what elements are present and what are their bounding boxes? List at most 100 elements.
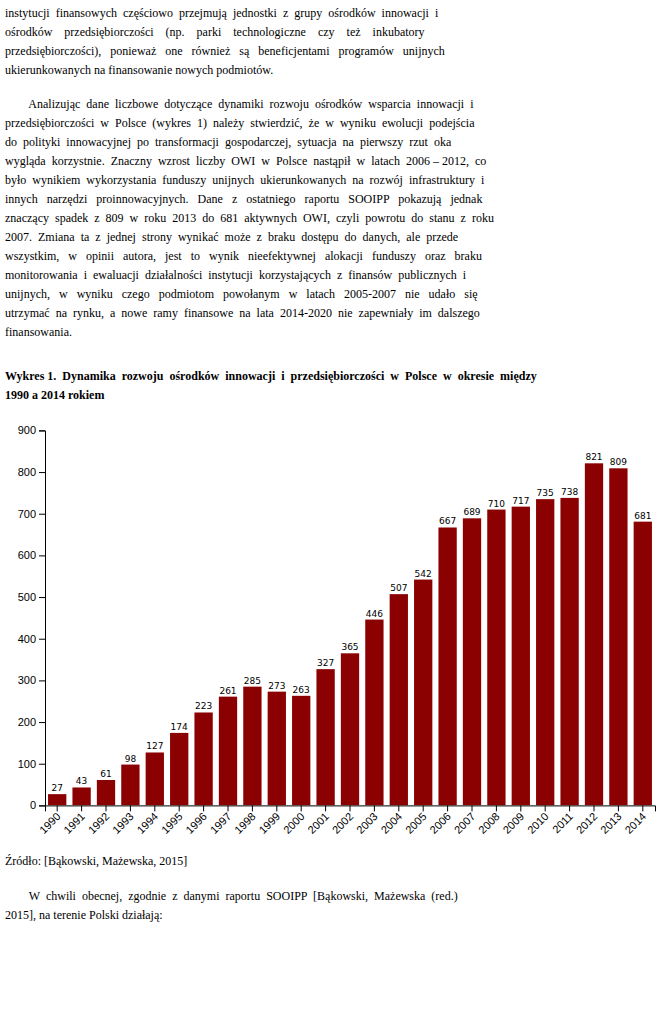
x-tick-label: 2006 (427, 810, 453, 836)
paragraph-line: 2015], na terenie Polski działają: (5, 908, 163, 922)
x-tick-mark (325, 805, 326, 811)
x-tick-mark (81, 805, 82, 811)
x-tick-label: 2002 (330, 810, 356, 836)
data-label: 27 (51, 783, 62, 793)
x-tick: 2006 (427, 805, 453, 836)
y-tick: 200 (18, 716, 45, 728)
bar (414, 580, 432, 806)
x-tick-mark (545, 805, 546, 811)
paragraph-line: instytucji finansowych częściowo przejmu… (5, 6, 439, 20)
data-label: 667 (439, 516, 456, 526)
y-tick: 900 (18, 424, 45, 436)
x-tick-label: 1995 (159, 810, 185, 836)
y-axis: 0100200300400500600700800900 (18, 424, 46, 811)
y-tick-mark (39, 722, 45, 723)
x-tick-mark (374, 805, 375, 811)
x-tick: 2014 (622, 805, 648, 836)
x-tick: 2013 (598, 805, 624, 836)
x-axis-line (46, 806, 656, 812)
y-tick-label: 400 (18, 633, 36, 645)
y-tick-mark (39, 555, 45, 556)
x-tick-label: 1991 (61, 810, 87, 836)
text-below: W chwili obecnej, zgodnie z danymi rapor… (5, 889, 458, 922)
x-tick-label: 1996 (183, 810, 209, 836)
chart-title: Wykres 1. Dynamika rozwoju ośrodków inno… (5, 369, 537, 402)
x-tick-label: 2008 (476, 810, 502, 836)
data-label: 223 (195, 701, 212, 711)
y-tick: 600 (18, 549, 45, 561)
y-tick-label: 600 (18, 549, 36, 561)
x-axis: 1990199119921993199419951996199719981999… (37, 805, 656, 836)
text-above: instytucji finansowych częściowo przejmu… (5, 6, 494, 339)
x-tick: 1992 (86, 805, 112, 836)
x-tick-mark (594, 805, 595, 811)
x-tick-label: 1997 (208, 810, 234, 836)
y-tick-label: 300 (18, 674, 36, 686)
y-tick-label: 900 (18, 424, 36, 436)
x-tick-label: 2003 (354, 810, 380, 836)
x-tick-label: 2012 (574, 810, 600, 836)
bar (194, 712, 212, 805)
y-tick-label: 100 (18, 758, 36, 770)
x-tick-mark (423, 805, 424, 811)
data-label: 273 (268, 681, 285, 691)
x-tick: 2004 (378, 805, 404, 836)
x-tick: 1995 (159, 805, 185, 836)
x-tick: 2003 (354, 805, 380, 836)
data-label: 263 (293, 685, 310, 695)
x-tick: 1997 (208, 805, 234, 836)
x-tick-mark (276, 805, 277, 811)
paragraph-line: znaczący spadek z 809 w roku 2013 do 681… (5, 211, 494, 225)
y-tick: 500 (18, 591, 45, 603)
x-tick-mark (350, 805, 351, 811)
bar (487, 510, 505, 806)
paragraph-line: do polityki innowacyjnej po transformacj… (5, 135, 452, 149)
x-tick-mark (447, 805, 448, 811)
x-tick: 1998 (232, 805, 258, 836)
data-label: 365 (341, 642, 358, 652)
bar (292, 696, 310, 806)
source: Źródło: [Bąkowski, Mażewska, 2015] (5, 854, 187, 868)
bar (268, 692, 286, 806)
x-tick: 1994 (134, 805, 160, 836)
y-tick-mark (39, 597, 45, 598)
bar (121, 765, 139, 806)
data-label: 127 (146, 741, 163, 751)
x-tick: 2000 (281, 805, 307, 836)
x-tick-mark (154, 805, 155, 811)
data-label: 542 (415, 569, 432, 579)
x-tick-mark (301, 805, 302, 811)
data-label: 809 (610, 457, 627, 467)
x-tick-mark (520, 805, 521, 811)
bar (146, 752, 164, 805)
y-tick-mark (39, 430, 45, 431)
y-tick-label: 700 (18, 508, 36, 520)
data-label: 174 (171, 722, 188, 732)
paragraph-line: było wynikiem wykorzystania funduszy uni… (5, 173, 485, 187)
bars (48, 463, 652, 805)
y-tick: 700 (18, 508, 45, 520)
x-tick-label: 2001 (305, 810, 331, 836)
x-tick: 2002 (330, 805, 356, 836)
x-tick-label: 2005 (403, 810, 429, 836)
bar (585, 463, 603, 805)
x-tick-mark (252, 805, 253, 811)
x-tick-label: 2000 (281, 810, 307, 836)
x-tick-label: 1994 (134, 810, 160, 836)
bar (48, 794, 66, 805)
x-tick-label: 2007 (452, 810, 478, 836)
bar (609, 468, 627, 805)
x-tick-label: 2013 (598, 810, 624, 836)
x-tick-mark (106, 805, 107, 811)
bar (72, 787, 90, 805)
y-tick-mark (39, 639, 45, 640)
y-tick-mark (39, 764, 45, 765)
y-tick: 300 (18, 674, 45, 686)
x-tick-mark (57, 805, 58, 811)
y-tick-mark (39, 680, 45, 681)
paragraph-line: W chwili obecnej, zgodnie z danymi rapor… (5, 889, 458, 903)
x-tick: 2011 (550, 805, 575, 835)
bar (390, 594, 408, 805)
paragraph-line: przedsiębiorczości), ponieważ one równie… (5, 44, 445, 58)
x-tick-label: 1993 (110, 810, 136, 836)
